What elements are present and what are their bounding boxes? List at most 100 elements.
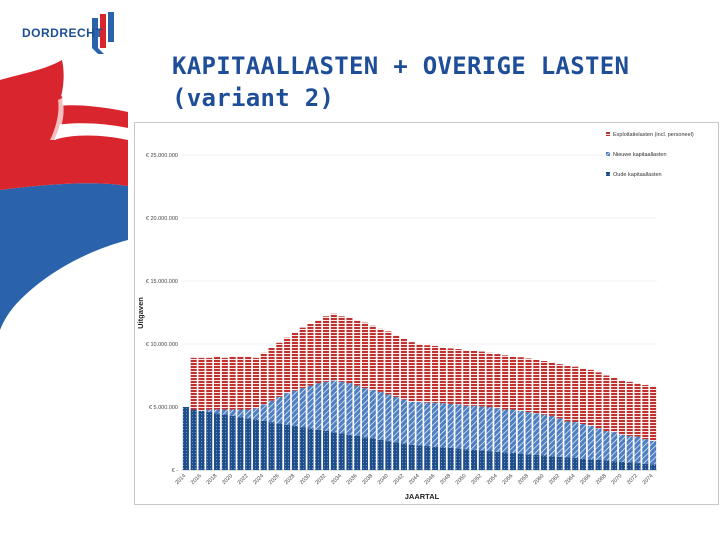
bar-exploitatielasten: [455, 349, 462, 405]
logo-mark-icon: [92, 12, 114, 54]
x-tick-label: 2060: [533, 473, 546, 486]
x-tick-label: 2064: [564, 473, 577, 486]
bar-nieuwe-kapitaallasten: [393, 396, 400, 443]
bar-nieuwe-kapitaallasten: [416, 401, 423, 446]
bar-oude-kapitaallasten: [291, 425, 298, 470]
y-tick-label: € 20.000.000: [146, 216, 178, 222]
bar-nieuwe-kapitaallasten: [400, 399, 407, 444]
bar-exploitatielasten: [634, 383, 641, 437]
bar-oude-kapitaallasten: [556, 456, 563, 470]
bar-oude-kapitaallasten: [346, 434, 353, 470]
legend-label: Exploitatielasten (incl. personeel): [613, 132, 694, 138]
bar-exploitatielasten: [385, 331, 392, 395]
bar-oude-kapitaallasten: [245, 418, 252, 470]
ribbon-highlight: [50, 98, 64, 140]
bar-exploitatielasten: [400, 338, 407, 400]
bar-nieuwe-kapitaallasten: [252, 408, 260, 420]
bar-oude-kapitaallasten: [533, 454, 540, 470]
bar-oude-kapitaallasten: [509, 452, 516, 470]
bar-exploitatielasten: [478, 351, 485, 407]
chart-legend: Exploitatielasten (incl. personeel) Nieuw…: [606, 132, 694, 178]
x-tick-label: 2044: [408, 473, 421, 486]
bar-exploitatielasten: [377, 328, 384, 392]
bar-nieuwe-kapitaallasten: [221, 409, 228, 415]
bar-oude-kapitaallasten: [432, 446, 439, 470]
bar-oude-kapitaallasten: [315, 429, 322, 470]
bar-nieuwe-kapitaallasten: [611, 432, 618, 462]
x-tick-label: 2032: [315, 473, 328, 486]
bar-oude-kapitaallasten: [190, 409, 197, 470]
y-axis-title: Uitgaven: [136, 297, 145, 329]
dordrecht-ribbon-graphic: [0, 12, 128, 330]
y-tick-label: € 5.000.000: [149, 405, 178, 411]
bar-nieuwe-kapitaallasten: [533, 413, 540, 455]
logo-text: DORDRECHT: [22, 26, 104, 40]
bar-exploitatielasten: [299, 327, 306, 389]
x-tick-label: 2046: [424, 473, 437, 486]
x-tick-label: 2056: [501, 473, 514, 486]
x-tick-label: 2050: [455, 473, 468, 486]
x-axis-title: JAARTAL: [405, 492, 440, 501]
bar-oude-kapitaallasten: [502, 452, 509, 470]
bar-oude-kapitaallasten: [486, 451, 493, 470]
bar-exploitatielasten: [416, 344, 423, 402]
bar-oude-kapitaallasten: [307, 428, 314, 470]
x-tick-label: 2018: [206, 473, 219, 486]
bar-nieuwe-kapitaallasten: [338, 381, 345, 434]
bar-oude-kapitaallasten: [634, 463, 641, 470]
y-tick-label: € 15.000.000: [146, 279, 178, 285]
bar-exploitatielasten: [369, 325, 376, 390]
bar-exploitatielasten: [618, 380, 625, 435]
bar-oude-kapitaallasten: [463, 449, 470, 470]
bar-exploitatielasten: [408, 342, 415, 402]
y-axis-ticks: € - € 5.000.000 € 10.000.000 € 15.000.000 € …: [146, 153, 178, 474]
x-tick-label: 2026: [268, 473, 281, 486]
bar-nieuwe-kapitaallasten: [642, 439, 649, 464]
bar-nieuwe-kapitaallasten: [626, 435, 633, 463]
bar-oude-kapitaallasten: [369, 438, 376, 470]
bar-oude-kapitaallasten: [494, 451, 501, 470]
x-tick-label: 2058: [517, 473, 530, 486]
x-tick-label: 2070: [610, 473, 623, 486]
x-tick-label: 2034: [330, 473, 343, 486]
bar-exploitatielasten: [284, 337, 291, 394]
bar-exploitatielasten: [291, 332, 298, 391]
bar-exploitatielasten: [470, 350, 478, 406]
bar-nieuwe-kapitaallasten: [307, 385, 314, 429]
x-tick-label: 2052: [470, 473, 483, 486]
bar-exploitatielasten: [541, 361, 548, 415]
bar-oude-kapitaallasten: [206, 412, 213, 470]
bar-oude-kapitaallasten: [268, 422, 275, 470]
bar-nieuwe-kapitaallasten: [556, 418, 563, 457]
bar-exploitatielasten: [361, 322, 369, 389]
bar-exploitatielasten: [556, 364, 563, 419]
bar-nieuwe-kapitaallasten: [385, 394, 392, 442]
x-tick-label: 2030: [299, 473, 312, 486]
bar-nieuwe-kapitaallasten: [572, 422, 579, 459]
bar-exploitatielasten: [354, 320, 361, 386]
bar-oude-kapitaallasten: [182, 407, 189, 470]
bar-nieuwe-kapitaallasten: [587, 425, 594, 460]
bar-nieuwe-kapitaallasten: [525, 412, 532, 455]
bar-oude-kapitaallasten: [229, 415, 236, 470]
bar-oude-kapitaallasten: [447, 447, 454, 470]
bar-oude-kapitaallasten: [323, 430, 330, 470]
bar-oude-kapitaallasten: [198, 410, 205, 470]
bar-oude-kapitaallasten: [416, 445, 423, 470]
bar-oude-kapitaallasten: [525, 454, 532, 470]
bar-oude-kapitaallasten: [260, 420, 267, 470]
bar-nieuwe-kapitaallasten: [424, 402, 431, 447]
bar-oude-kapitaallasten: [252, 419, 260, 470]
bar-nieuwe-kapitaallasten: [634, 436, 641, 464]
bar-exploitatielasten: [424, 345, 431, 403]
legend-swatch: [606, 152, 610, 156]
blue-ribbon: [0, 183, 128, 330]
bar-exploitatielasten: [214, 356, 221, 410]
bar-nieuwe-kapitaallasten: [595, 428, 602, 460]
legend-label: Nieuwe kapitaallasten: [613, 152, 667, 158]
bar-oude-kapitaallasten: [618, 461, 625, 470]
bar-nieuwe-kapitaallasten: [315, 383, 322, 430]
bar-exploitatielasten: [611, 377, 618, 433]
bar-nieuwe-kapitaallasten: [408, 401, 415, 445]
y-tick-label: € 25.000.000: [146, 153, 178, 159]
